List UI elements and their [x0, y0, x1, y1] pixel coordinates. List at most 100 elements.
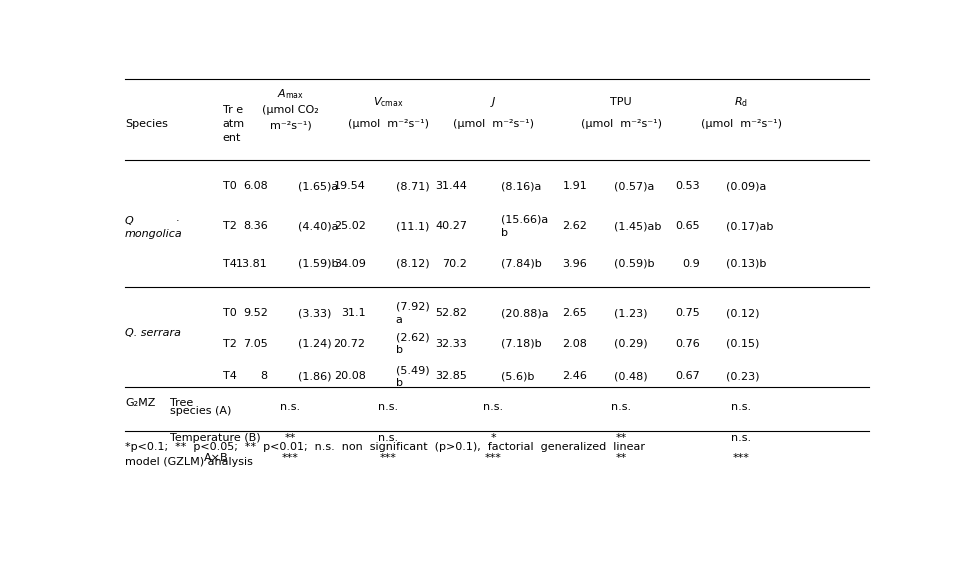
Text: 19.54: 19.54: [333, 181, 365, 191]
Text: ent: ent: [223, 133, 241, 143]
Text: a: a: [395, 315, 402, 324]
Text: (2.62): (2.62): [395, 332, 429, 342]
Text: (0.59)b: (0.59)b: [613, 258, 653, 269]
Text: ***: ***: [733, 453, 749, 463]
Text: 70.2: 70.2: [442, 258, 467, 269]
Text: 0.53: 0.53: [674, 181, 700, 191]
Text: (1.65)a: (1.65)a: [297, 181, 338, 191]
Text: $R_\mathrm{d}$: $R_\mathrm{d}$: [734, 95, 748, 109]
Text: 25.02: 25.02: [333, 222, 365, 232]
Text: 1.91: 1.91: [562, 181, 586, 191]
Text: 13.81: 13.81: [235, 258, 267, 269]
Text: (3.33): (3.33): [297, 308, 331, 318]
Text: model (GZLM) analysis: model (GZLM) analysis: [125, 457, 253, 467]
Text: n.s.: n.s.: [610, 402, 631, 412]
Text: ***: ***: [484, 453, 501, 463]
Text: (7.18)b: (7.18)b: [500, 339, 541, 349]
Text: T2: T2: [223, 222, 236, 232]
Text: 20.08: 20.08: [333, 371, 365, 382]
Text: 8: 8: [261, 371, 267, 382]
Text: (8.71): (8.71): [395, 181, 429, 191]
Text: (0.29): (0.29): [613, 339, 646, 349]
Text: Tr e: Tr e: [223, 105, 242, 115]
Text: m⁻²s⁻¹): m⁻²s⁻¹): [269, 120, 311, 130]
Text: ***: ***: [379, 453, 396, 463]
Text: TPU: TPU: [610, 97, 632, 107]
Text: (0.48): (0.48): [613, 371, 646, 382]
Text: $A_\mathrm{max}$: $A_\mathrm{max}$: [277, 87, 303, 101]
Text: (1.45)ab: (1.45)ab: [613, 222, 660, 232]
Text: b: b: [500, 228, 508, 238]
Text: *p<0.1;  **  p<0.05;  **  p<0.01;  n.s.  non  significant  (p>0.1),  factorial  : *p<0.1; ** p<0.05; ** p<0.01; n.s. non s…: [125, 442, 644, 452]
Text: (1.86): (1.86): [297, 371, 331, 382]
Text: T0: T0: [223, 308, 236, 318]
Text: 0.76: 0.76: [674, 339, 700, 349]
Text: **: **: [615, 433, 626, 442]
Text: 2.08: 2.08: [562, 339, 586, 349]
Text: 32.85: 32.85: [435, 371, 467, 382]
Text: n.s.: n.s.: [731, 402, 751, 412]
Text: G₂MZ: G₂MZ: [125, 398, 155, 408]
Text: (0.17)ab: (0.17)ab: [726, 222, 773, 232]
Text: ***: ***: [282, 453, 298, 463]
Text: (8.16)a: (8.16)a: [500, 181, 541, 191]
Text: (5.6)b: (5.6)b: [500, 371, 534, 382]
Text: Q. serrara: Q. serrara: [125, 328, 181, 338]
Text: (1.24): (1.24): [297, 339, 331, 349]
Text: (7.92): (7.92): [395, 302, 429, 312]
Text: 3.96: 3.96: [562, 258, 586, 269]
Text: Temperature (B): Temperature (B): [170, 433, 261, 442]
Text: 20.72: 20.72: [333, 339, 365, 349]
Text: T2: T2: [223, 339, 236, 349]
Text: (11.1): (11.1): [395, 222, 428, 232]
Text: A×B: A×B: [203, 453, 229, 463]
Text: 40.27: 40.27: [435, 222, 467, 232]
Text: (1.23): (1.23): [613, 308, 646, 318]
Text: (0.13)b: (0.13)b: [726, 258, 766, 269]
Text: (8.12): (8.12): [395, 258, 429, 269]
Text: **: **: [615, 453, 626, 463]
Text: mongolica: mongolica: [125, 229, 182, 239]
Text: (7.84)b: (7.84)b: [500, 258, 541, 269]
Text: T0: T0: [223, 181, 236, 191]
Text: 7.05: 7.05: [243, 339, 267, 349]
Text: (5.49): (5.49): [395, 365, 429, 375]
Text: T4: T4: [223, 258, 236, 269]
Text: 6.08: 6.08: [243, 181, 267, 191]
Text: (0.57)a: (0.57)a: [613, 181, 653, 191]
Text: n.s.: n.s.: [378, 402, 397, 412]
Text: ·: ·: [176, 216, 179, 226]
Text: (μmol  m⁻²s⁻¹): (μmol m⁻²s⁻¹): [580, 119, 661, 129]
Text: (4.40)a: (4.40)a: [297, 222, 338, 232]
Text: T4: T4: [223, 371, 236, 382]
Text: Q: Q: [125, 216, 134, 226]
Text: 34.09: 34.09: [333, 258, 365, 269]
Text: Tree: Tree: [170, 398, 193, 408]
Text: species (A): species (A): [170, 407, 232, 416]
Text: n.s.: n.s.: [731, 433, 751, 442]
Text: (μmol  m⁻²s⁻¹): (μmol m⁻²s⁻¹): [347, 119, 428, 129]
Text: Species: Species: [125, 119, 168, 129]
Text: n.s.: n.s.: [378, 433, 397, 442]
Text: 2.46: 2.46: [562, 371, 586, 382]
Text: (μmol  m⁻²s⁻¹): (μmol m⁻²s⁻¹): [701, 119, 781, 129]
Text: 2.62: 2.62: [562, 222, 586, 232]
Text: (15.66)a: (15.66)a: [500, 215, 547, 225]
Text: b: b: [395, 378, 402, 388]
Text: $V_\mathrm{cmax}$: $V_\mathrm{cmax}$: [372, 95, 403, 109]
Text: (0.23): (0.23): [726, 371, 759, 382]
Text: 31.44: 31.44: [435, 181, 467, 191]
Text: (μmol  m⁻²s⁻¹): (μmol m⁻²s⁻¹): [453, 119, 533, 129]
Text: (0.15): (0.15): [726, 339, 759, 349]
Text: 0.65: 0.65: [674, 222, 700, 232]
Text: atm: atm: [223, 119, 244, 129]
Text: $J$: $J$: [489, 95, 496, 109]
Text: 0.67: 0.67: [674, 371, 700, 382]
Text: 2.65: 2.65: [562, 308, 586, 318]
Text: (0.09)a: (0.09)a: [726, 181, 766, 191]
Text: 8.36: 8.36: [243, 222, 267, 232]
Text: 0.75: 0.75: [674, 308, 700, 318]
Text: b: b: [395, 345, 402, 355]
Text: n.s.: n.s.: [483, 402, 503, 412]
Text: (1.59)b: (1.59)b: [297, 258, 338, 269]
